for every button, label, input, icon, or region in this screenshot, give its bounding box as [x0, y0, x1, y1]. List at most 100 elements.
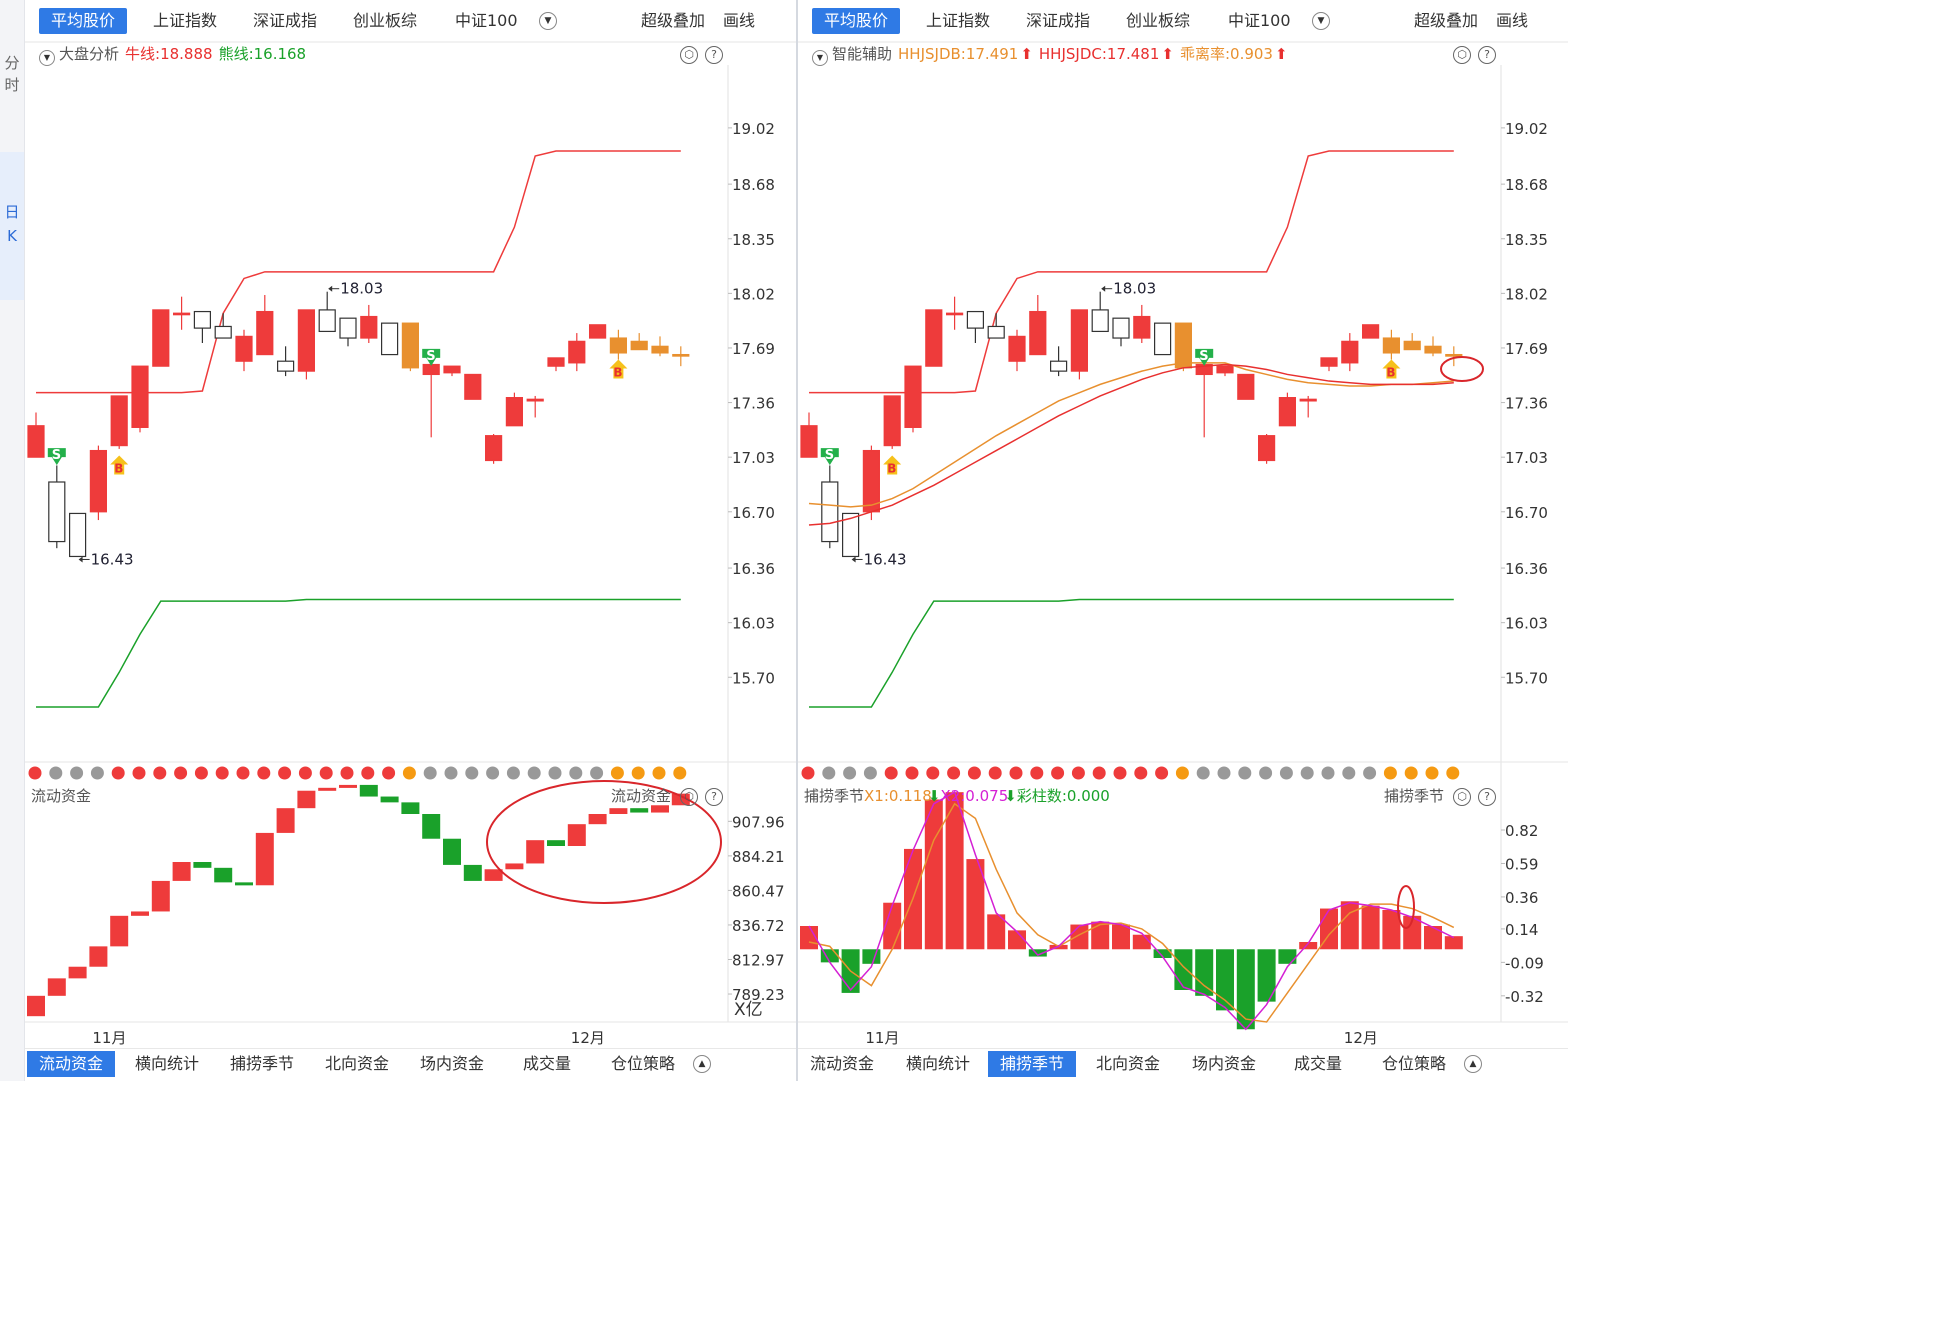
y-tick-label: 16.70: [1505, 504, 1548, 522]
btab-liquidity[interactable]: 流动资金: [27, 1051, 116, 1077]
status-dot: [863, 766, 877, 780]
right-info-row: ▼ 智能辅助 HHJSJDB:17.491 ⬆ HHJSJDC:17.481 ⬆ 乖离率:0…: [798, 43, 1568, 66]
liquidity-bar: [401, 802, 420, 814]
indicator-value-1: HHJSJDC:17.481: [1038, 45, 1160, 63]
tab-shenzhen-index[interactable]: 深证成指: [253, 11, 318, 30]
btab-onfloor-funds[interactable]: 场内资金: [420, 1054, 485, 1073]
btab-fishing-season[interactable]: 捕捞季节: [230, 1054, 295, 1073]
liquidity-bar: [89, 946, 108, 967]
panel-divider[interactable]: [796, 0, 798, 1081]
help-icon[interactable]: ?: [1478, 46, 1496, 64]
btab-northbound[interactable]: 北向资金: [1096, 1054, 1161, 1073]
status-dot: [1155, 766, 1169, 780]
super-overlay-button[interactable]: 超级叠加: [641, 11, 706, 30]
bottom-more-button[interactable]: ▲: [693, 1055, 711, 1073]
y-tick-label: 812.97: [732, 951, 785, 969]
sell-signal-letter: S: [1199, 349, 1208, 364]
season-bar: [1195, 949, 1214, 996]
tab-average-price[interactable]: 平均股价: [812, 8, 901, 34]
y-tick-label: 18.02: [732, 285, 775, 303]
sub-help-icon[interactable]: ?: [705, 788, 723, 806]
btab-onfloor-funds[interactable]: 场内资金: [1192, 1054, 1257, 1073]
sub-help-icon[interactable]: ?: [1478, 788, 1496, 806]
sell-signal-icon: S: [1195, 348, 1214, 366]
season-bar: [1132, 934, 1151, 950]
sell-signal-letter: S: [52, 448, 61, 463]
liquidity-bar: [27, 995, 45, 1017]
sub-settings-hex-icon[interactable]: ⬡: [1453, 788, 1471, 806]
liquidity-bar: [47, 978, 66, 996]
candle-body: [443, 365, 461, 374]
bottom-more-button[interactable]: ▲: [1464, 1055, 1482, 1073]
status-dot: [610, 766, 624, 780]
x-tick-label: 11月: [92, 1029, 126, 1047]
candle-body: [360, 315, 378, 339]
tab-average-price[interactable]: 平均股价: [39, 8, 128, 34]
btab-position-strategy[interactable]: 仓位策略: [1382, 1054, 1447, 1073]
more-dropdown-button[interactable]: ▼: [539, 12, 557, 30]
status-dot: [465, 766, 479, 780]
tab-chinext[interactable]: 创业板综: [353, 11, 418, 30]
season-bar: [945, 792, 964, 950]
y-tick-label: 17.69: [1505, 340, 1548, 358]
settings-hex-icon[interactable]: ⬡: [1453, 46, 1471, 64]
btab-fishing-season[interactable]: 捕捞季节: [988, 1051, 1077, 1077]
season-bar: [1236, 949, 1255, 1030]
draw-line-button[interactable]: 画线: [1496, 11, 1529, 30]
btab-horizontal-stats[interactable]: 横向统计: [135, 1054, 200, 1073]
x-tick-label: 11月: [865, 1029, 899, 1047]
rail-tab-rik[interactable]: 日K: [0, 152, 24, 300]
btab-horizontal-stats[interactable]: 横向统计: [906, 1054, 971, 1073]
sub-settings-hex-icon[interactable]: ⬡: [680, 788, 698, 806]
draw-line-button[interactable]: 画线: [723, 11, 756, 30]
liquidity-bar: [68, 966, 87, 979]
tab-csi100[interactable]: 中证100: [455, 11, 518, 30]
super-overlay-button[interactable]: 超级叠加: [1414, 11, 1479, 30]
status-dot: [1238, 766, 1252, 780]
candle-body: [1258, 435, 1276, 462]
chevron-down-icon: ▼: [544, 16, 552, 26]
liquidity-bar: [318, 787, 337, 791]
btab-position-strategy[interactable]: 仓位策略: [611, 1054, 676, 1073]
tab-csi100[interactable]: 中证100: [1228, 11, 1291, 30]
candle-body: [1341, 340, 1359, 364]
btab-northbound[interactable]: 北向资金: [325, 1054, 390, 1073]
status-dot: [947, 766, 961, 780]
y-tick-label: 18.35: [1505, 231, 1548, 249]
settings-hex-icon[interactable]: ⬡: [680, 46, 698, 64]
candle-body: [925, 309, 943, 367]
rail-tab-fenshi[interactable]: 分时: [4, 54, 20, 94]
y-tick-label: 16.03: [732, 615, 775, 633]
indicator-dropdown-icon[interactable]: ▼: [812, 50, 828, 66]
help-icon[interactable]: ?: [705, 46, 723, 64]
y-tick-label: 18.02: [1505, 285, 1548, 303]
tab-shenzhen-index[interactable]: 深证成指: [1026, 11, 1091, 30]
liquidity-bar: [214, 867, 233, 883]
sell-arrow-shape: [1195, 348, 1214, 366]
tab-shanghai-index[interactable]: 上证指数: [153, 11, 218, 30]
status-dot: [1342, 766, 1356, 780]
status-dot: [174, 766, 188, 780]
candle-body: [68, 512, 87, 558]
status-dot: [1300, 766, 1314, 780]
y-tick-label: 17.03: [1505, 449, 1548, 467]
more-dropdown-button[interactable]: ▼: [1312, 12, 1330, 30]
y-tick-label: 0.82: [1505, 822, 1538, 840]
tab-shanghai-index[interactable]: 上证指数: [926, 11, 991, 30]
indicator-values: HHJSJDB:17.491 ⬆ HHJSJDC:17.481 ⬆ 乖离率:0.903 ⬆: [898, 45, 1294, 63]
sell-signal-letter: S: [426, 349, 435, 364]
status-dot: [569, 766, 583, 780]
candle-body: [505, 397, 523, 427]
season-bar: [987, 914, 1006, 950]
indicator-dropdown-icon[interactable]: ▼: [39, 50, 55, 66]
sub-indicator-value-0: 捕捞季节: [804, 787, 865, 805]
indicator-values: 牛线:18.888 熊线:16.168: [125, 45, 312, 63]
sub-indicator-value-2: X2:0.075: [940, 787, 1009, 805]
season-bar: [1299, 942, 1318, 950]
tab-chinext[interactable]: 创业板综: [1126, 11, 1191, 30]
btab-liquidity[interactable]: 流动资金: [810, 1054, 875, 1073]
right-chart: 19.02 18.68 18.35 18.02 17.69 17.36 17.03 16.70…: [798, 41, 1568, 1047]
status-dot: [49, 766, 63, 780]
btab-volume[interactable]: 成交量: [1294, 1054, 1343, 1073]
btab-volume[interactable]: 成交量: [523, 1054, 572, 1073]
